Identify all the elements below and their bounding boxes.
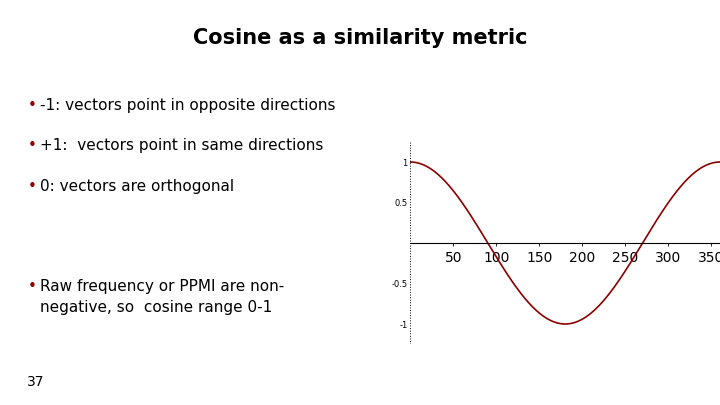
Text: •: • [27, 179, 36, 194]
Text: •: • [27, 138, 36, 153]
Text: +1:  vectors point in same directions: +1: vectors point in same directions [40, 138, 323, 153]
Text: Raw frequency or PPMI are non-
negative, so  cosine range 0-1: Raw frequency or PPMI are non- negative,… [40, 279, 284, 315]
Text: •: • [27, 98, 36, 113]
Text: •: • [27, 279, 36, 294]
Text: Cosine as a similarity metric: Cosine as a similarity metric [193, 28, 527, 48]
Text: 37: 37 [27, 375, 45, 389]
Text: -1: vectors point in opposite directions: -1: vectors point in opposite directions [40, 98, 335, 113]
Text: 0: vectors are orthogonal: 0: vectors are orthogonal [40, 179, 234, 194]
